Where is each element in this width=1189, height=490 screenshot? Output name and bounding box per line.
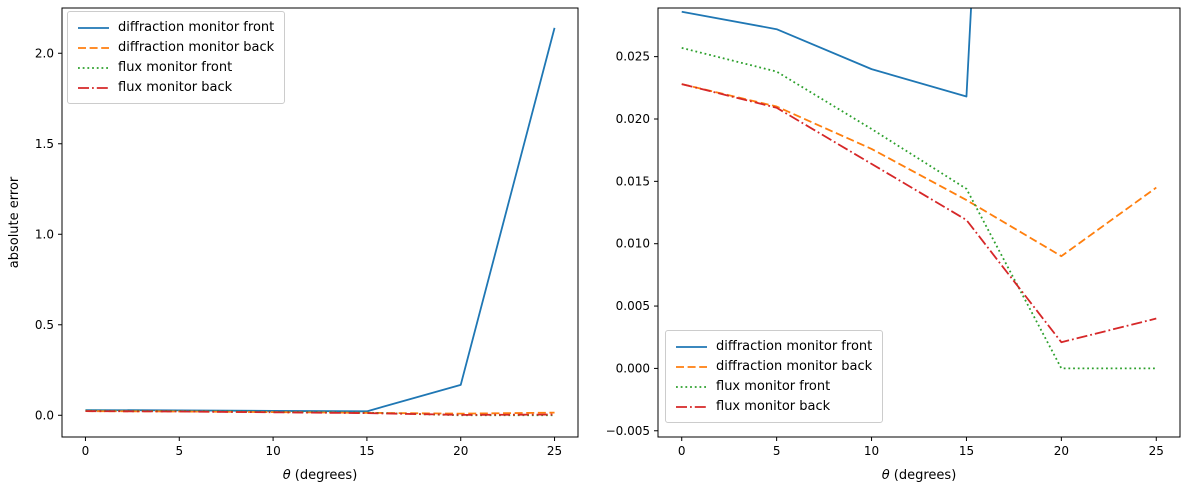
legend-item: diffraction monitor front bbox=[675, 338, 872, 355]
series-line-diffraction-monitor-front bbox=[681, 8, 972, 98]
legend-line-sample-dashed bbox=[676, 365, 707, 368]
x-tick-label: 15 bbox=[359, 444, 374, 458]
x-tick-label: 5 bbox=[175, 444, 183, 458]
x-tick-label: 0 bbox=[82, 444, 90, 458]
legend-item: flux monitor front bbox=[675, 378, 872, 395]
y-tick-label: 0.0 bbox=[35, 408, 54, 422]
legend-item-label: flux monitor back bbox=[716, 399, 831, 414]
legend-item: flux monitor back bbox=[77, 79, 274, 96]
y-tick-label: 0.020 bbox=[616, 112, 650, 126]
legend-item-label: flux monitor front bbox=[118, 60, 233, 75]
legend-item-label: diffraction monitor back bbox=[716, 359, 873, 374]
legend-line-sample-dotted bbox=[676, 385, 707, 388]
series-line-diffraction-monitor-back bbox=[681, 83, 1157, 258]
x-tick-label: 25 bbox=[1149, 444, 1164, 458]
legend-line-sample-solid bbox=[676, 345, 707, 348]
x-tick-label: 20 bbox=[453, 444, 468, 458]
y-tick-label: 0.025 bbox=[616, 50, 650, 64]
x-tick-label: 20 bbox=[1054, 444, 1069, 458]
y-tick-label: 0.010 bbox=[616, 237, 650, 251]
legend-line-sample-dashed bbox=[78, 46, 109, 49]
x-tick-label: 25 bbox=[547, 444, 562, 458]
legend-item-label: diffraction monitor front bbox=[118, 20, 275, 35]
x-tick-label: 5 bbox=[773, 444, 781, 458]
legend-line-sample-dashdot bbox=[78, 86, 109, 89]
y-tick-label: 2.0 bbox=[35, 46, 54, 60]
legend-item: diffraction monitor back bbox=[675, 358, 872, 375]
y-tick-label: 1.0 bbox=[35, 227, 54, 241]
legend-line-sample-dotted bbox=[78, 66, 109, 69]
legend-item-label: diffraction monitor back bbox=[118, 40, 275, 55]
legend-item-label: diffraction monitor front bbox=[716, 339, 873, 354]
series-line-flux-monitor-front bbox=[681, 47, 1157, 370]
legend-left: diffraction monitor front diffraction mon… bbox=[67, 11, 286, 104]
x-tick-label: 0 bbox=[678, 444, 686, 458]
legend-line-sample-dashdot bbox=[676, 405, 707, 408]
legend-line-sample-solid bbox=[78, 26, 109, 29]
y-axis-label: absolute error bbox=[7, 176, 22, 268]
y-tick-label: 0.000 bbox=[616, 361, 650, 375]
y-tick-label: 0.005 bbox=[616, 299, 650, 313]
x-tick-label: 10 bbox=[265, 444, 280, 458]
series-line-diffraction-monitor-front bbox=[85, 27, 556, 413]
y-tick-label: 1.5 bbox=[35, 137, 54, 151]
plot-border bbox=[61, 7, 579, 438]
legend-item-label: flux monitor front bbox=[716, 379, 831, 394]
series-line-flux-monitor-back bbox=[85, 410, 555, 416]
legend-item-label: flux monitor back bbox=[118, 80, 233, 95]
legend-item: flux monitor back bbox=[675, 398, 872, 415]
y-tick-label: 0.015 bbox=[616, 174, 650, 188]
legend-right: diffraction monitor front diffraction mon… bbox=[665, 330, 884, 423]
y-tick-label: 0.5 bbox=[35, 318, 54, 332]
x-axis-label: θ (degrees) bbox=[882, 468, 957, 483]
legend-item: diffraction monitor back bbox=[77, 39, 274, 56]
x-tick-label: 10 bbox=[864, 444, 879, 458]
y-tick-label: −0.005 bbox=[606, 424, 650, 438]
legend-item: diffraction monitor front bbox=[77, 19, 274, 36]
x-axis-label: θ (degrees) bbox=[283, 468, 358, 483]
plot-border bbox=[657, 7, 1181, 438]
x-tick-label: 15 bbox=[959, 444, 974, 458]
series-line-flux-monitor-back bbox=[681, 83, 1157, 344]
legend-item: flux monitor front bbox=[77, 59, 274, 76]
